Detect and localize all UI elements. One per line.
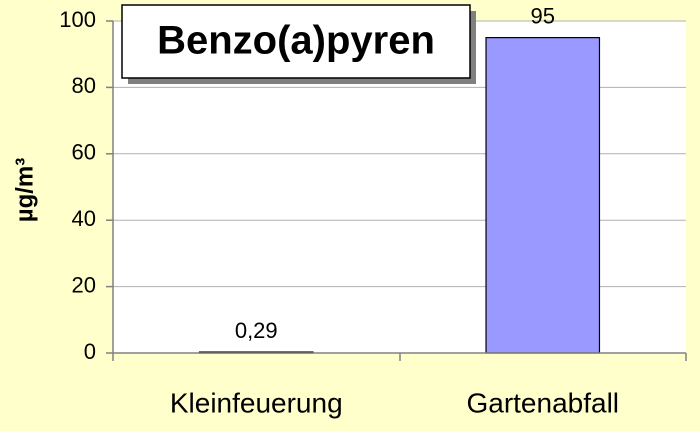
x-tick-label: Kleinfeuerung [170, 387, 343, 418]
chart-title: Benzo(a)pyren [157, 19, 435, 63]
y-tick-label: 40 [72, 206, 96, 231]
value-label: 95 [531, 3, 555, 28]
marks [198, 36, 601, 354]
value-label: 0,29 [235, 318, 278, 343]
y-tick-label: 80 [72, 73, 96, 98]
y-tick-label: 60 [72, 140, 96, 165]
title-box [121, 4, 471, 79]
bar [485, 36, 601, 354]
y-tick-label: 100 [59, 7, 96, 32]
x-tick-label: Gartenabfall [466, 387, 619, 418]
y-tick-label: 20 [72, 272, 96, 297]
y-axis-label: µg/m³ [11, 158, 38, 223]
y-tick-label: 0 [84, 339, 96, 364]
